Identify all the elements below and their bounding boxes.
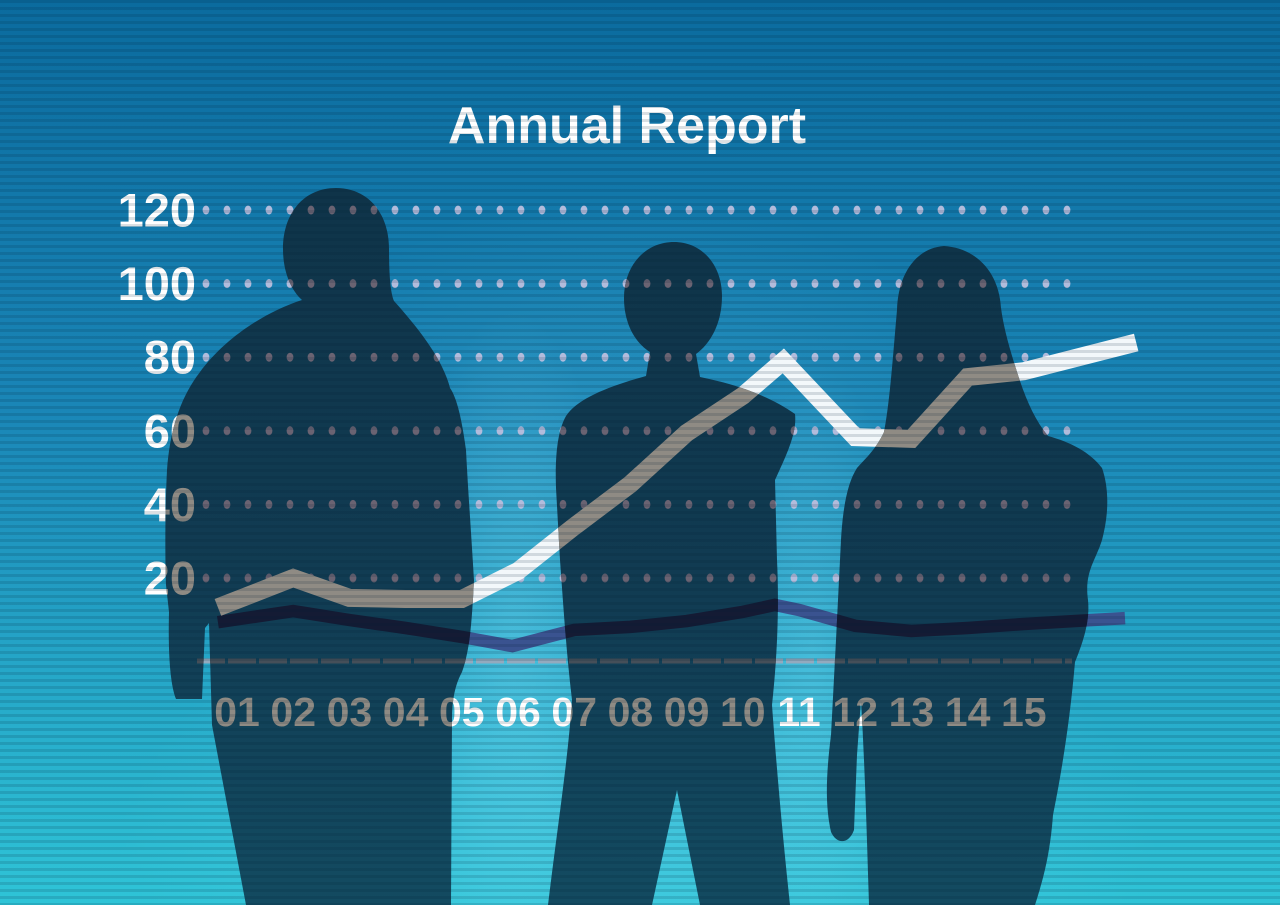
annual-report-illustration: 1201008060402001020304050607080910111213… <box>0 0 1280 905</box>
scanline-overlay <box>0 0 1280 905</box>
annual-report-canvas: 1201008060402001020304050607080910111213… <box>0 0 1280 905</box>
